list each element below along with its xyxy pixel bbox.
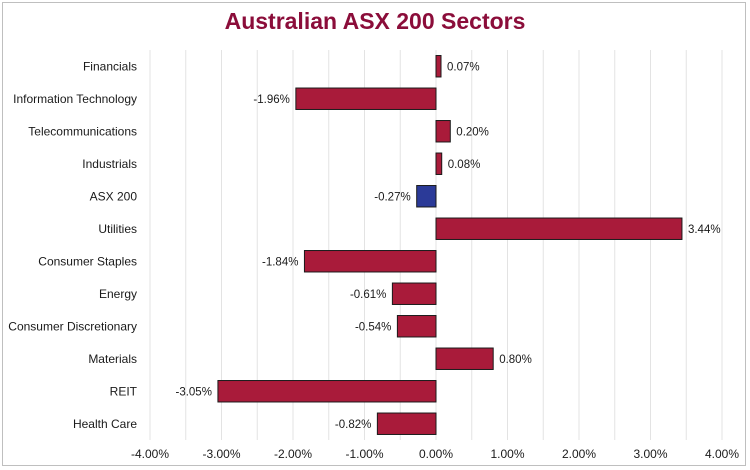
- category-label: Materials: [88, 352, 137, 366]
- category-label: ASX 200: [90, 189, 138, 203]
- category-label: Energy: [99, 287, 137, 301]
- data-label: -0.27%: [374, 191, 410, 203]
- x-tick-label: -1.00%: [345, 447, 383, 461]
- category-label: REIT: [110, 384, 138, 398]
- data-label: 0.80%: [499, 354, 532, 366]
- category-label: Information Technology: [13, 92, 137, 106]
- x-tick-label: 1.00%: [490, 447, 524, 461]
- category-label: Utilities: [98, 222, 137, 236]
- category-label: Telecommunications: [28, 124, 137, 138]
- bar: [416, 185, 437, 208]
- category-label: Consumer Staples: [38, 254, 137, 268]
- category-label: Industrials: [82, 157, 137, 171]
- x-tick-labels: -4.00% -3.00% -2.00% -1.00% 0.00% 1.00% 2.00% 3…: [131, 447, 739, 461]
- x-tick-label: 0.00%: [419, 447, 453, 461]
- bar: [376, 412, 437, 435]
- gridlines: [149, 50, 723, 440]
- data-labels: 0.07% -1.96% 0.20% 0.08% -0.27% 3.44% -1.84% -0…: [175, 61, 720, 431]
- category-label: Health Care: [73, 417, 137, 431]
- x-tick-label: 4.00%: [705, 447, 739, 461]
- bar: [435, 217, 683, 240]
- bar: [217, 380, 437, 403]
- data-label: -0.54%: [355, 321, 391, 333]
- x-tick-label: -3.00%: [202, 447, 240, 461]
- data-label: -0.61%: [350, 289, 386, 301]
- x-tick-label: 3.00%: [633, 447, 667, 461]
- data-label: 0.08%: [448, 159, 481, 171]
- bar: [435, 152, 443, 175]
- data-label: -1.84%: [262, 256, 298, 268]
- category-label: Financials: [83, 59, 137, 73]
- data-label: 3.44%: [688, 224, 721, 236]
- bar: [295, 87, 437, 110]
- bar: [435, 55, 442, 78]
- bar: [435, 347, 494, 370]
- x-tick-label: -4.00%: [131, 447, 169, 461]
- x-tick-label: 2.00%: [562, 447, 596, 461]
- data-label: -3.05%: [175, 386, 211, 398]
- category-label: Consumer Discretionary: [8, 319, 137, 333]
- data-label: 0.07%: [447, 61, 480, 73]
- bar: [391, 282, 437, 305]
- category-labels: Financials Information Technology Telecomm…: [8, 59, 137, 431]
- bar: [396, 315, 437, 338]
- x-tick-label: -2.00%: [274, 447, 312, 461]
- chart-title: Australian ASX 200 Sectors: [224, 8, 526, 34]
- data-label: -1.96%: [253, 94, 289, 106]
- data-label: 0.20%: [456, 126, 489, 138]
- bar: [303, 250, 437, 273]
- data-label: -0.82%: [335, 419, 371, 431]
- bar: [435, 120, 451, 143]
- bars: [217, 55, 683, 435]
